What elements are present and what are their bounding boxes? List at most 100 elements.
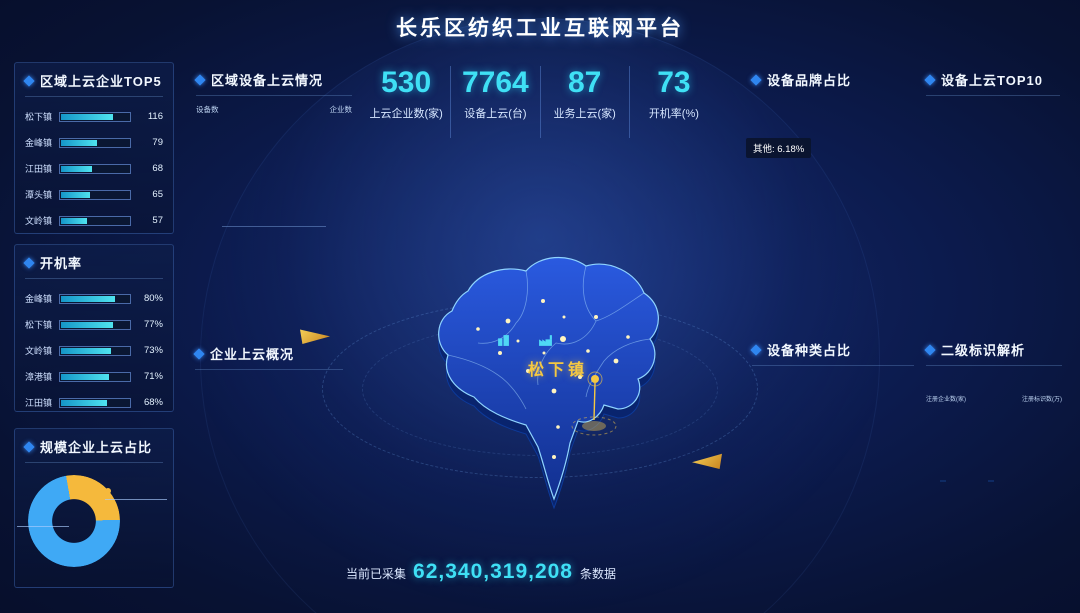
bar-track: [59, 319, 131, 330]
kpi-label: 设备上云(台): [464, 108, 527, 120]
diamond-icon: [23, 74, 35, 87]
bar-label: 松下镇: [25, 112, 53, 122]
map-borders: [447, 265, 651, 410]
map-marker[interactable]: [571, 371, 617, 436]
slice-label-below: [17, 525, 69, 528]
panel-title: 区域设备上云情况: [211, 73, 324, 88]
scale-donut-chart: [28, 475, 120, 567]
hbar-row: 文岭镇 57: [25, 214, 163, 227]
chart-tooltip: 其他: 6.18%: [746, 138, 812, 158]
bar-label: 文岭镇: [25, 216, 53, 226]
grouped-bar-chart: [196, 117, 352, 239]
bar-label: 金峰镇: [25, 138, 53, 148]
factory-icon: [539, 335, 552, 346]
bar-label: 金峰镇: [25, 294, 53, 304]
panel-device-top10: 设备上云TOP10: [916, 62, 1070, 330]
bar-track: [59, 345, 131, 356]
bar-fill: [61, 139, 98, 146]
diamond-icon: [23, 440, 35, 453]
counter-suffix: 条数据: [580, 567, 617, 581]
right-axis-title: 注册标识数(万): [1022, 397, 1062, 403]
kpi-value: 7764: [462, 66, 529, 99]
bar-value: 116: [147, 111, 163, 122]
bar-fill: [61, 217, 87, 224]
kpi-stats-row: 530 上云企业数(家) 7764 设备上云(台) 87 业务上云(家) 73 开机率(%): [362, 66, 718, 138]
bar-track: [59, 163, 131, 174]
bar-track: [59, 293, 131, 304]
panel-title: 规模企业上云占比: [40, 440, 153, 455]
bar-value: 68%: [143, 397, 163, 408]
panel-title: 二级标识解析: [941, 343, 1026, 358]
bar-fill: [61, 165, 92, 172]
panel-title: 设备品牌占比: [767, 73, 852, 88]
counter-prefix: 当前已采集: [346, 567, 407, 581]
left-axis-title: 设备数: [196, 105, 219, 114]
hbar-row: 金峰镇 79: [25, 136, 163, 149]
bar-fill: [61, 321, 114, 328]
diamond-icon: [750, 343, 762, 356]
panel-region-device: 区域设备上云情况 设备数 企业数: [186, 62, 362, 278]
data-counter: 当前已采集 62,340,319,208 条数据: [346, 560, 616, 584]
hbar-row: 松下镇 116: [25, 110, 163, 123]
kpi-stat: 87 业务上云(家): [539, 66, 629, 138]
bar-track: [59, 137, 131, 148]
hbar-row: 松下镇 77%: [25, 318, 163, 331]
kpi-label: 业务上云(家): [553, 108, 616, 120]
bar-track: [59, 111, 131, 122]
bar-label: 漳港镇: [25, 372, 53, 382]
map-glow-dots: [476, 299, 630, 459]
bar-value: 79: [152, 137, 163, 148]
bar-value: 57: [152, 215, 163, 226]
kpi-label: 开机率(%): [648, 108, 699, 120]
bar-fill: [61, 295, 116, 302]
bar-label: 江田镇: [25, 398, 53, 408]
hbar-row: 文岭镇 73%: [25, 344, 163, 357]
panel-header: 设备种类占比: [750, 340, 914, 359]
panel-title: 设备种类占比: [767, 343, 852, 358]
hbar-row: 潭头镇 65: [25, 188, 163, 201]
panel-header: 区域设备上云情况: [194, 70, 352, 89]
panel-title: 企业上云概况: [210, 347, 295, 362]
bar-fill: [61, 347, 111, 354]
bar-track: [59, 397, 131, 408]
map-tooltip-counts: [497, 334, 560, 347]
panel-brand-ratio: 设备品牌占比 其他: 6.18%: [742, 62, 922, 276]
slice-label-above: [105, 487, 167, 501]
diamond-icon: [924, 343, 936, 356]
diamond-icon: [924, 73, 936, 86]
bar-label: 潭头镇: [25, 190, 53, 200]
left-axis-title: 注册企业数(家): [926, 397, 966, 403]
bar-label: 文岭镇: [25, 346, 53, 356]
panel-scale-ratio: 规模企业上云占比: [14, 428, 174, 588]
kpi-value: 530: [381, 66, 432, 99]
kpi-stat: 530 上云企业数(家): [362, 66, 450, 138]
kpi-stat: 73 开机率(%): [628, 66, 718, 138]
building-icon: [498, 335, 509, 346]
sid-combo-chart: 注册企业数(家) 注册标识数(万): [926, 394, 1062, 500]
bar-value: 65: [152, 189, 163, 200]
bar-track: [59, 189, 131, 200]
bar-fill: [61, 191, 91, 198]
hbar-row: 金峰镇 80%: [25, 292, 163, 305]
panel-header: 规模企业上云占比: [23, 437, 163, 456]
x-axis-label: [988, 480, 994, 482]
counter-number: 62,340,319,208: [413, 560, 573, 583]
bar-track: [59, 371, 131, 382]
panel-header: 设备品牌占比: [750, 70, 912, 89]
kpi-value: 87: [567, 66, 602, 99]
kpi-stat: 7764 设备上云(台): [450, 66, 539, 138]
hbar-row: 江田镇 68: [25, 162, 163, 175]
panel-header: 开机率: [23, 253, 163, 272]
diamond-icon: [194, 73, 206, 86]
district-map[interactable]: [358, 212, 722, 512]
panel-header: 设备上云TOP10: [924, 70, 1060, 89]
x-axis-label: [940, 480, 946, 482]
panel-header: 企业上云概况: [193, 344, 343, 363]
panel-region-top5: 区域上云企业TOP5 松下镇 116 金峰镇 79 江田镇 68 潭头镇 65 文岭镇 57: [14, 62, 174, 234]
bar-fill: [61, 113, 114, 120]
pill-bar-chart: [195, 384, 343, 542]
right-axis-title: 企业数: [329, 105, 353, 114]
panel-title: 开机率: [40, 256, 83, 271]
bar-fill: [61, 399, 108, 406]
panel-sid-resolution: 二级标识解析 注册企业数(家) 注册标识数(万): [916, 332, 1072, 608]
